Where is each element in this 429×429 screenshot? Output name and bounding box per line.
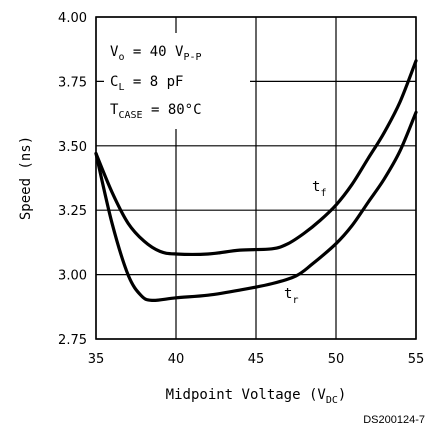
plot-frame bbox=[95, 16, 417, 340]
annotation-tcase: TCASE = 80°C bbox=[110, 102, 202, 121]
x-tick-label: 35 bbox=[88, 352, 105, 367]
series-line-tr bbox=[94, 110, 418, 303]
x-tick-label: 50 bbox=[328, 352, 345, 367]
y-axis-title: Speed (ns) bbox=[18, 136, 34, 220]
annotation-background bbox=[104, 33, 250, 129]
curves bbox=[94, 59, 418, 303]
y-tick-label: 2.75 bbox=[58, 333, 87, 348]
series-label-tr: tr bbox=[284, 286, 298, 306]
figure-code: DS200124-7 bbox=[363, 414, 425, 426]
annotation-cl: CL = 8 pF bbox=[110, 74, 183, 93]
annotation-vo: Vo = 40 VP-P bbox=[110, 44, 202, 63]
series-line-tf bbox=[94, 59, 418, 256]
y-tick-label: 4.00 bbox=[58, 11, 87, 26]
y-tick-labels: 4.00 3.75 3.50 3.25 3.00 2.75 bbox=[58, 11, 87, 348]
y-tick-label: 3.25 bbox=[58, 204, 87, 219]
x-tick-label: 40 bbox=[168, 352, 185, 367]
series-label-tf: tf bbox=[312, 179, 326, 199]
x-tick-label: 55 bbox=[408, 352, 425, 367]
x-tick-labels: 35 40 45 50 55 bbox=[88, 352, 425, 367]
y-tick-label: 3.50 bbox=[58, 140, 87, 155]
x-axis-title: Midpoint Voltage (VDC) bbox=[166, 387, 347, 406]
y-tick-label: 3.75 bbox=[58, 75, 87, 90]
y-tick-label: 3.00 bbox=[58, 269, 87, 284]
x-tick-label: 45 bbox=[248, 352, 265, 367]
